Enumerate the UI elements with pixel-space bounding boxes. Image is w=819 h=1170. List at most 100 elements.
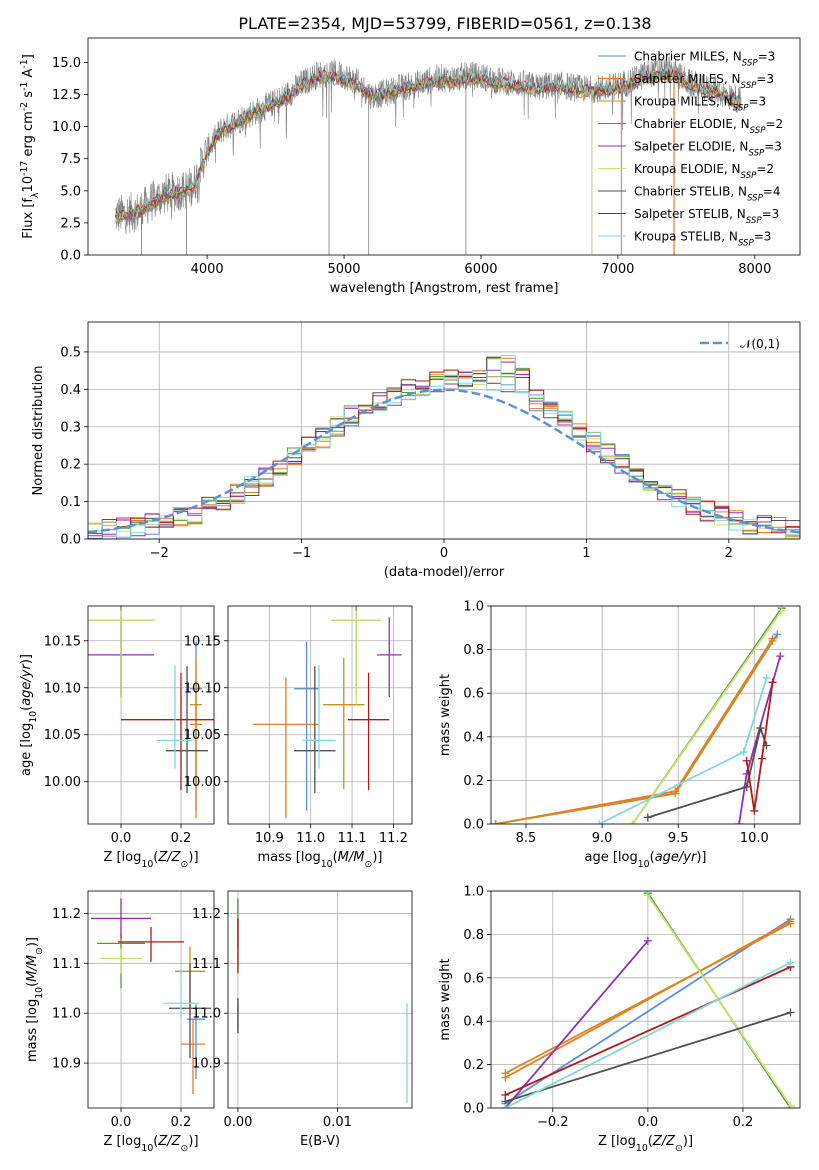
y-axis-label: mass [log10(M/M⊙)] — [25, 937, 45, 1062]
y-tick-label: 1.0 — [463, 600, 484, 615]
legend-label: Salpeter ELODIE, NSSP=3 — [634, 140, 782, 159]
y-tick-label: 10.10 — [44, 681, 81, 696]
plot-area — [88, 355, 800, 539]
mass-weight-marker — [776, 652, 785, 661]
y-tick-label: 0.8 — [463, 928, 484, 943]
plot-area — [491, 606, 786, 824]
x-axis-label: age [log10(age/yr)] — [584, 850, 706, 870]
axes-frame — [490, 605, 801, 825]
mass-weight-marker — [786, 1101, 795, 1108]
legend-label: Kroupa STELIB, NSSP=3 — [634, 230, 771, 249]
residual-histogram-line — [88, 355, 800, 539]
mass-vs-metallicity-plot: 0.0 0.2 10.9 11.0 11.1 11.2 Z [log10(Z/Z⊙)] mas… — [25, 890, 215, 1154]
legend-label: Salpeter STELIB, NSSP=3 — [634, 207, 779, 226]
age-vs-mass-plot: 10.9 11.0 11.1 11.2 10.00 10.05 10.10 10.15 mass… — [184, 605, 413, 870]
x-tick-label: 0.0 — [111, 1115, 132, 1130]
x-tick-label: 10.0 — [740, 831, 769, 846]
y-tick-label: 7.5 — [60, 152, 81, 167]
x-tick-label: 8000 — [738, 262, 771, 277]
residual-histogram-plot: −2 −1 0 1 2 0.0 0.1 0.2 0.3 0.4 0.5 (data-model)/er… — [31, 321, 801, 580]
axes-frame — [87, 605, 215, 825]
mass-weight-marker — [643, 936, 652, 945]
x-tick-label: 0.00 — [223, 1115, 252, 1130]
axes-frame — [87, 37, 801, 256]
plot-area — [88, 606, 214, 819]
mass-weight-marker — [491, 820, 500, 824]
mass-weight-line — [495, 640, 774, 824]
y-tick-label: 0.2 — [463, 774, 484, 789]
y-axis-label: mass weight — [438, 958, 453, 1040]
mass-weight-line — [504, 940, 649, 1108]
x-axis-label: E(B-V) — [300, 1134, 340, 1149]
y-tick-label: 0.4 — [463, 1015, 484, 1030]
mass-vs-ebv-plot: 0.00 0.01 10.9 11.0 11.1 11.2 E(B-V) — [192, 890, 413, 1149]
x-tick-label: 10.9 — [255, 831, 284, 846]
x-axis-label: Z [log10(Z/Z⊙)] — [103, 850, 198, 870]
x-tick-label: 0.01 — [323, 1115, 352, 1130]
mass-weight-line — [745, 682, 774, 812]
legend-label: Salpeter MILES, NSSP=3 — [634, 72, 774, 91]
legend-label: Chabrier ELODIE, NSSP=2 — [634, 117, 783, 136]
mass-weight-marker — [768, 678, 777, 687]
mass-weight-line — [495, 638, 774, 824]
x-tick-label: 9.5 — [668, 831, 689, 846]
plot-area — [501, 891, 795, 1108]
y-tick-label: 10.05 — [44, 728, 81, 743]
mass-weight-marker — [742, 756, 751, 765]
legend-label: Chabrier MILES, NSSP=3 — [634, 50, 775, 69]
mass-weight-line — [504, 922, 791, 1075]
y-tick-label: 0.0 — [463, 818, 484, 833]
y-tick-label: 0.5 — [60, 345, 81, 360]
y-tick-label: 1.0 — [463, 885, 484, 900]
legend-label: Kroupa ELODIE, NSSP=2 — [634, 162, 774, 181]
y-axis-label: Flux [fλ10-17 erg cm-2 s-1 A-1] — [19, 54, 41, 239]
grid — [228, 891, 412, 1108]
mass-weight-line — [504, 966, 791, 1096]
y-tick-label: 11.1 — [192, 957, 221, 972]
age-vs-metallicity-plot: 0.0 0.2 10.00 10.05 10.10 10.15 Z [log10(Z/Z⊙)… — [19, 605, 215, 870]
mass-weight-marker — [501, 1069, 510, 1078]
x-tick-label: 0.2 — [171, 1115, 192, 1130]
x-tick-label: 0.2 — [171, 831, 192, 846]
axes-frame — [227, 605, 413, 825]
y-tick-label: 0.8 — [463, 643, 484, 658]
legend-label: Kroupa MILES, NSSP=3 — [634, 95, 766, 114]
axes-frame — [490, 890, 801, 1109]
mass-weight-line — [631, 609, 783, 824]
plot-area — [252, 606, 402, 819]
plot-area — [115, 56, 742, 255]
axes-frame — [227, 890, 413, 1109]
y-axis-label: mass weight — [438, 674, 453, 756]
x-axis-label: (data-model)/error — [384, 565, 505, 580]
mass-weight-line — [647, 894, 792, 1107]
y-tick-label: 11.0 — [52, 1007, 81, 1022]
x-tick-label: 11.2 — [379, 831, 408, 846]
x-tick-label: 11.1 — [338, 831, 367, 846]
mass-weight-marker — [757, 754, 766, 763]
axes-frame — [87, 890, 215, 1109]
y-tick-label: 11.0 — [192, 1007, 221, 1022]
y-tick-label: 0.3 — [60, 420, 81, 435]
x-tick-label: 0.0 — [111, 831, 132, 846]
mass-weight-marker — [501, 1104, 510, 1108]
grid — [88, 891, 214, 1108]
spectrum-plot: 4000 5000 6000 7000 8000 0.0 2.5 5.0 7.5 10.0 12.5… — [19, 37, 801, 296]
x-tick-label: −0.2 — [537, 1115, 569, 1130]
y-tick-label: 0.6 — [463, 687, 484, 702]
legend-label: Chabrier STELIB, NSSP=4 — [634, 185, 781, 204]
mass-weight-marker — [739, 748, 748, 757]
y-tick-label: 0.6 — [463, 971, 484, 986]
y-tick-label: 15.0 — [52, 56, 81, 71]
y-tick-label: 0.4 — [60, 383, 81, 398]
x-tick-label: 2 — [725, 546, 733, 561]
mass-weight-marker — [756, 724, 765, 733]
y-tick-label: 10.10 — [184, 681, 221, 696]
spectrum-legend: Chabrier MILES, NSSP=3 Salpeter MILES, NS… — [598, 50, 783, 249]
mass-weight-line — [505, 1011, 791, 1103]
mass-weight-marker — [501, 1090, 510, 1099]
mass-weight-marker — [735, 820, 744, 824]
y-tick-label: 10.15 — [184, 634, 221, 649]
y-tick-label: 11.2 — [52, 907, 81, 922]
y-axis-label: Normed distribution — [31, 366, 46, 496]
y-tick-label: 12.5 — [52, 88, 81, 103]
